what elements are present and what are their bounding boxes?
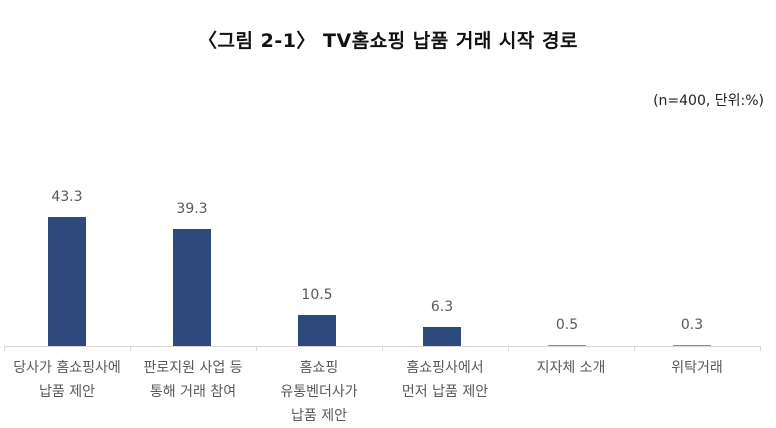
value-label: 10.5 bbox=[301, 287, 333, 303]
bar-5 bbox=[673, 345, 711, 346]
unit-note: (n=400, 단위:%) bbox=[653, 93, 764, 109]
axis-tick bbox=[634, 346, 635, 351]
bar-3 bbox=[423, 327, 461, 346]
category-label: 판로지원 사업 등 통해 거래 참여 bbox=[143, 360, 243, 400]
category-label: 홈쇼핑 유통벤더사가 납품 제안 bbox=[280, 360, 358, 424]
category-label: 홈쇼핑사에서 먼저 납품 제안 bbox=[401, 360, 489, 400]
axis-tick bbox=[4, 346, 5, 351]
value-label: 0.5 bbox=[555, 317, 579, 333]
axis-tick bbox=[256, 346, 257, 351]
value-label: 6.3 bbox=[430, 299, 454, 315]
axis-tick bbox=[130, 346, 131, 351]
bar-1 bbox=[173, 229, 211, 346]
bar-4 bbox=[548, 345, 586, 346]
category-label: 위탁거래 bbox=[671, 360, 723, 376]
axis-tick bbox=[508, 346, 509, 351]
bar-0 bbox=[48, 217, 86, 346]
axis-tick bbox=[382, 346, 383, 351]
axis-tick bbox=[760, 346, 761, 351]
value-label: 43.3 bbox=[51, 189, 83, 205]
bar-2 bbox=[298, 315, 336, 346]
category-label: 당사가 홈쇼핑사에 납품 제안 bbox=[13, 360, 121, 400]
value-label: 0.3 bbox=[680, 317, 704, 333]
category-label: 지자체 소개 bbox=[536, 360, 606, 376]
chart-title: 〈그림 2-1〉 TV홈쇼핑 납품 거래 시작 경로 bbox=[198, 30, 578, 52]
value-label: 39.3 bbox=[176, 201, 208, 217]
